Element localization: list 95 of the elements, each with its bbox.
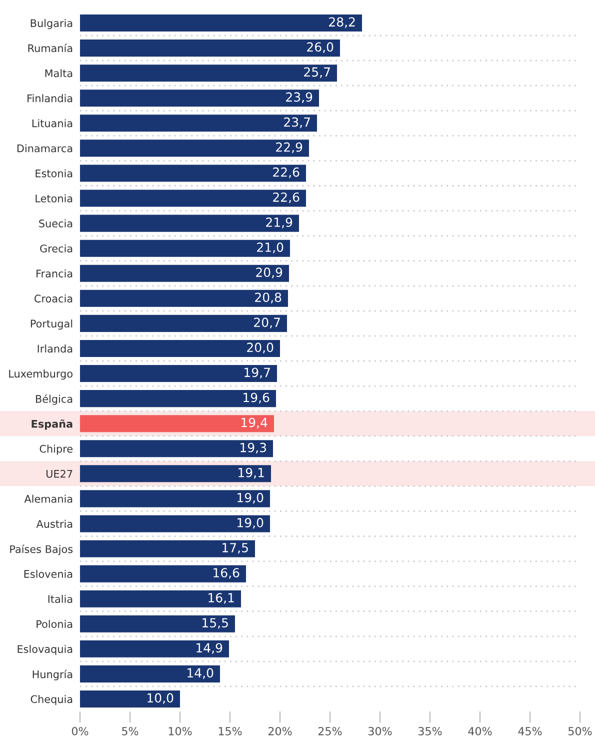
data-label: 19,6 [244,392,270,404]
y-tick-label: Eslovaquia [18,644,72,656]
y-tick-label: Irlanda [38,344,72,353]
data-label: 19,4 [242,418,268,428]
y-tick-label: Francia [36,269,72,278]
bar [80,465,271,482]
bar [80,490,270,508]
data-label: 19,0 [238,518,264,529]
bar [80,164,306,182]
y-tick-label: Alemania [24,494,72,503]
y-tick-label: Chipre [40,444,72,455]
bar [80,640,229,658]
y-tick-label: UE27 [46,470,72,478]
y-tick-label: Bélgica [36,394,72,405]
data-label: 20,9 [256,268,282,278]
data-label: 22,6 [273,192,300,204]
bar [80,264,289,282]
x-tick-label: 50% [568,726,592,736]
y-tick-label: Italia [48,594,72,603]
x-tick-label: 45% [518,726,542,736]
bar [80,415,274,432]
data-label: 20,8 [255,292,282,304]
data-label: 14,9 [196,643,222,654]
bar [80,665,220,682]
bar [80,540,255,558]
bar [80,140,309,157]
data-label: 22,9 [276,142,302,154]
x-tick-label: 10% [168,726,192,736]
bar [80,290,288,307]
x-tick-label: 30% [368,726,392,736]
data-label: 28,2 [329,17,355,28]
y-tick-label: Letonia [36,194,72,202]
y-tick-label: Austria [36,520,72,528]
bar [80,590,241,608]
data-label: 19,7 [244,368,270,378]
bar [80,690,180,708]
y-tick-label: Luxemburgo [9,370,72,380]
data-label: 23,7 [284,117,310,128]
y-tick-label: Suecia [39,219,72,228]
data-label: 21,9 [266,217,292,228]
data-label: 10,0 [148,693,174,704]
x-tick-label: 15% [218,726,242,736]
bar [80,214,299,232]
y-tick-label: Grecia [40,244,72,252]
data-label: 19,0 [238,492,264,504]
y-tick-label: Rumanía [28,44,72,52]
data-label: 14,0 [188,668,214,679]
bar [80,114,317,132]
x-tick-label: 35% [418,726,442,736]
data-label: 22,6 [273,167,300,178]
data-label: 21,0 [257,242,284,254]
data-label: 25,7 [304,67,330,78]
bar [80,64,337,82]
data-label: 20,7 [254,318,280,328]
data-label: 15,5 [202,618,228,629]
y-tick-label: Finlandia [28,94,72,102]
bar [80,40,340,57]
bar [80,90,319,107]
x-tick-label: 20% [268,726,292,736]
y-tick-label: Eslovenia [24,570,72,578]
bar [80,515,270,532]
x-tick-label: 40% [468,726,492,736]
y-tick-label: Croacia [34,294,72,303]
y-tick-label: Dinamarca [17,144,72,152]
y-tick-label: Malta [45,69,72,78]
data-label: 19,1 [238,468,264,479]
bar [80,615,235,632]
bar [80,390,276,408]
bar [80,190,306,207]
y-tick-label: Estonia [36,169,72,178]
data-label: 17,5 [222,543,248,554]
y-tick-label: España [32,420,72,430]
y-tick-label: Lituania [32,119,72,128]
y-tick-label: Chequia [30,695,72,706]
x-tick-label: 5% [122,726,138,736]
data-label: 26,0 [307,42,334,53]
bar [80,440,273,458]
x-tick-label: 25% [318,726,342,736]
data-label: 20,0 [247,342,274,354]
bar [80,565,246,582]
data-label: 23,9 [286,92,312,104]
data-label: 16,1 [208,593,234,604]
data-label: 16,6 [214,568,240,579]
bar [80,14,362,32]
bar [80,240,290,257]
x-tick-label: 0% [72,726,88,736]
data-label: 19,3 [240,442,266,454]
y-tick-label: Países Bajos [10,544,73,556]
y-tick-label: Bulgaria [30,19,72,30]
y-tick-label: Polonia [36,620,72,628]
y-tick-label: Hungría [32,670,72,680]
bar [80,340,280,357]
bar [80,365,277,382]
y-tick-label: Portugal [30,319,72,330]
bar [80,314,287,332]
